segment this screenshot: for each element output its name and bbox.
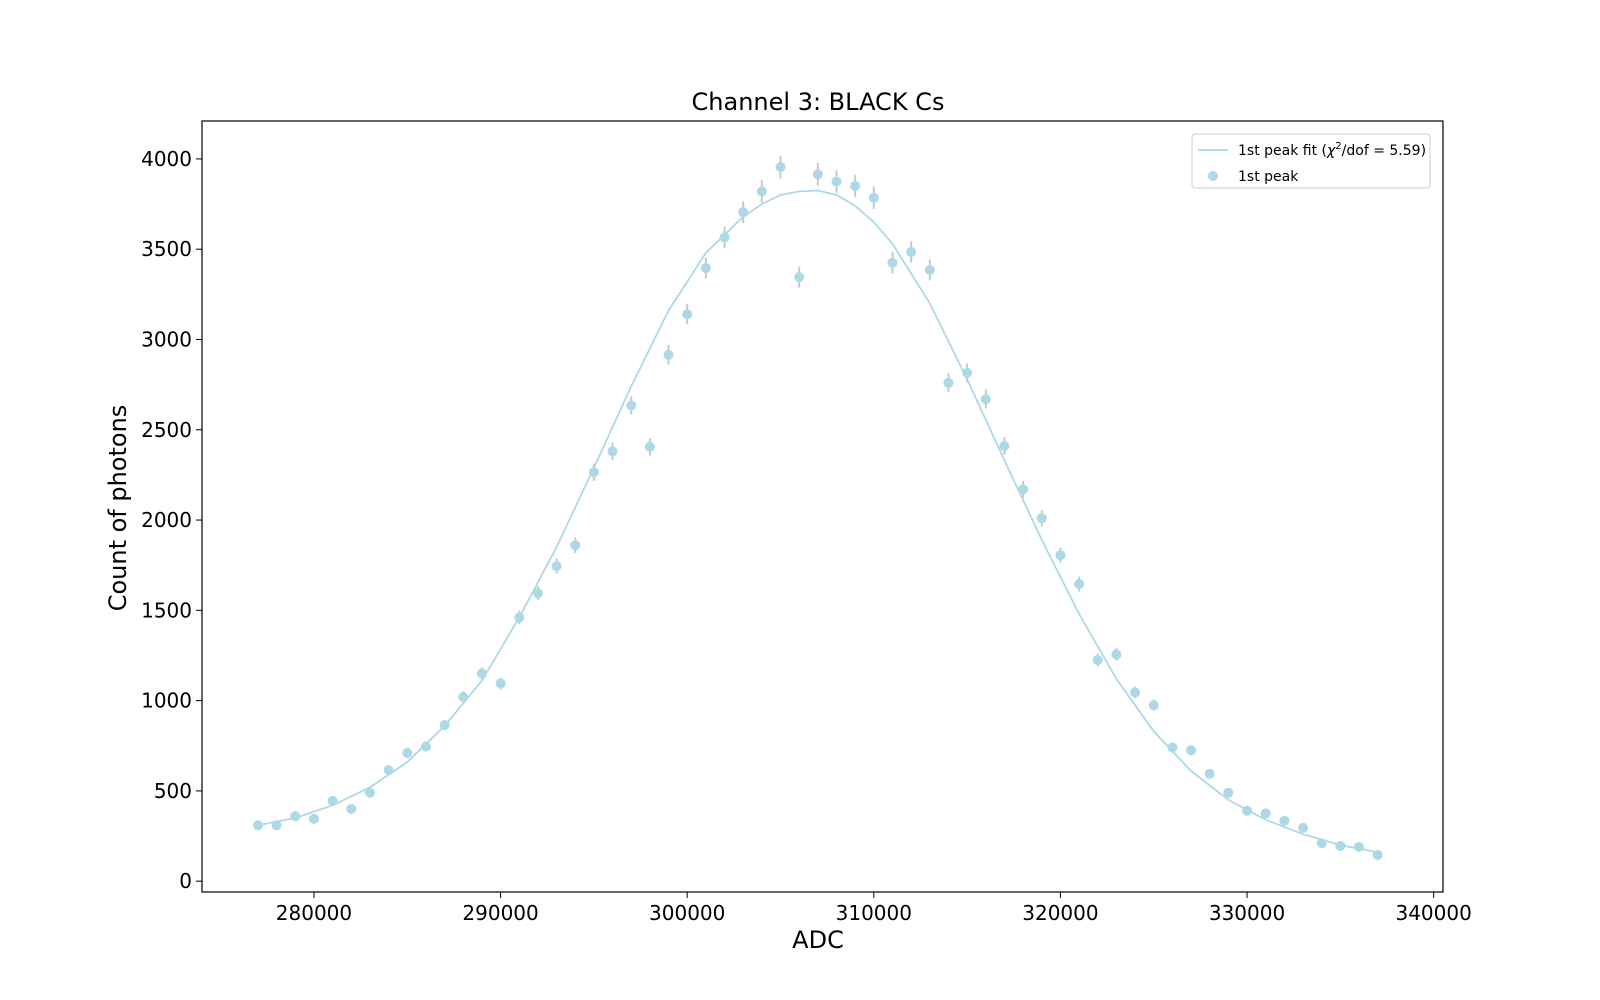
data-point [1055,550,1066,561]
data-point [812,169,823,180]
data-point [327,795,338,806]
data-point [1372,849,1383,860]
y-axis: 0 500 1000 1500 2000 2500 3000 3500 4000 [141,147,202,893]
x-tick-label: 340000 [1395,901,1471,925]
legend-fit-chi: χ [1326,143,1336,159]
legend-points-swatch [1208,171,1218,181]
data-point [495,678,506,689]
plot-frame [201,120,1444,893]
data-point [1298,822,1309,833]
y-tick-label: 3500 [141,237,192,261]
data-point [1316,838,1327,849]
legend-fit-prefix: 1st peak fit ( [1238,143,1327,159]
chart-title: Channel 3: BLACK Cs [692,88,945,116]
data-point [775,162,786,173]
data-point [682,309,693,320]
data-point [719,232,730,243]
legend-fit-suffix: /dof = 5.59) [1342,143,1426,159]
data-point [980,394,991,405]
data-point [551,561,562,572]
legend-fit-sup: 2 [1335,141,1341,152]
x-tick-label: 300000 [649,901,725,925]
data-point [663,349,674,360]
data-point [1335,840,1346,851]
data-point [1260,808,1271,819]
x-tick-label: 290000 [462,901,538,925]
data-point [626,400,637,411]
data-point [794,272,805,283]
data-point [738,207,749,218]
data-point [308,813,319,824]
y-tick-label: 4000 [141,147,192,171]
data-point [364,787,375,798]
x-axis-label: ADC [792,926,844,954]
data-point [271,820,282,831]
data-point [1242,805,1253,816]
data-point [252,820,263,831]
data-point [962,367,973,378]
data-point [1018,484,1029,495]
data-point [346,803,357,814]
data-point [383,765,394,776]
data-point [1036,513,1047,524]
data-point [1074,579,1085,590]
data-point [943,377,954,388]
y-tick-label: 1000 [141,689,192,713]
data-point [906,246,917,257]
data-point [756,186,767,197]
data-point [1148,700,1159,711]
data-point [290,811,301,822]
y-tick-label: 500 [154,779,192,803]
y-tick-label: 2000 [141,508,192,532]
data-point [458,691,469,702]
data-point [868,192,879,203]
data-point [439,719,450,730]
data-point [402,747,413,758]
y-tick-label: 2500 [141,418,192,442]
x-tick-label: 310000 [836,901,912,925]
data-point [850,181,861,192]
data-point [644,441,655,452]
data-point [532,588,543,599]
data-point [570,540,581,551]
data-point [831,176,842,187]
y-tick-label: 1500 [141,598,192,622]
legend-fit-label: 1st peak fit (χ2/dof = 5.59) [1238,141,1426,159]
data-point [588,467,599,478]
y-axis-label: Count of photons [104,405,132,612]
data-point [1354,841,1365,852]
data-point [1092,654,1103,665]
plot-area [252,155,1383,860]
x-tick-label: 280000 [276,901,352,925]
y-tick-label: 0 [179,869,192,893]
data-point [1204,768,1215,779]
y-tick-label: 3000 [141,327,192,351]
fit-curve-line [257,189,1378,854]
legend-points-label: 1st peak [1238,169,1299,185]
data-point [1186,745,1197,756]
data-point [924,264,935,275]
x-tick-label: 320000 [1022,901,1098,925]
data-point [420,741,431,752]
data-point [1130,687,1141,698]
data-point [607,446,618,457]
data-point [887,257,898,268]
data-point [1223,787,1234,798]
data-point [700,263,711,274]
legend-box [1191,133,1431,189]
data-point [514,612,525,623]
data-point [1111,649,1122,660]
legend: 1st peak fit (χ2/dof = 5.59) 1st peak [1191,133,1431,189]
x-tick-label: 330000 [1209,901,1285,925]
data-point [1279,815,1290,826]
data-point [476,668,487,679]
x-axis: 280000 290000 300000 310000 320000 330000 3400… [276,892,1472,925]
data-point [1167,742,1178,753]
data-point [999,441,1010,452]
